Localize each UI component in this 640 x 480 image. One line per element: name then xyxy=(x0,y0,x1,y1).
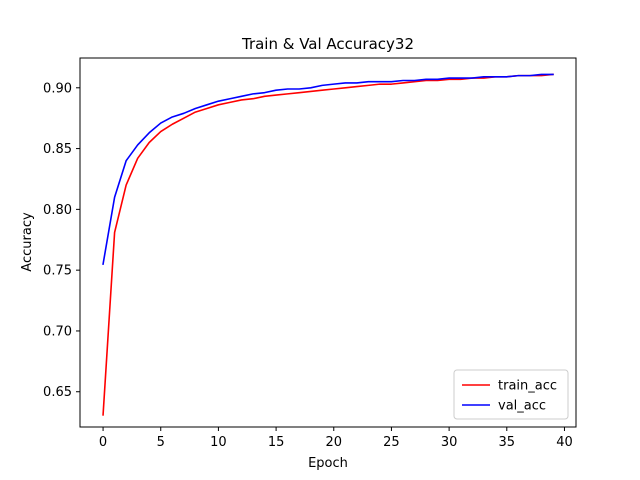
x-tick-label: 35 xyxy=(499,435,516,450)
y-tick-label: 0.85 xyxy=(43,142,72,157)
x-axis-title: Epoch xyxy=(308,456,348,471)
chart-title: Train & Val Accuracy32 xyxy=(241,35,414,53)
x-tick-label: 20 xyxy=(325,435,342,450)
x-tick-label: 10 xyxy=(210,435,227,450)
x-tick-label: 15 xyxy=(268,435,285,450)
x-tick-label: 25 xyxy=(383,435,400,450)
x-axis-ticks: 0 5 10 15 20 25 30 35 40 xyxy=(99,427,573,450)
y-axis-ticks: 0.65 0.70 0.75 0.80 0.85 0.90 xyxy=(43,81,80,400)
legend-label-val-acc: val_acc xyxy=(498,399,546,414)
legend-box xyxy=(453,369,569,420)
legend-label-train-acc: train_acc xyxy=(498,379,557,394)
plot-area: 0 5 10 15 20 25 30 35 40 0.65 0.70 0.75 0.80 0.85 0.9… xyxy=(43,57,577,450)
x-tick-label: 5 xyxy=(157,435,165,450)
y-tick-label: 0.80 xyxy=(43,203,72,218)
plot-background xyxy=(80,58,576,427)
plot-frame xyxy=(79,57,577,428)
x-tick-label: 0 xyxy=(99,435,107,450)
y-tick-label: 0.75 xyxy=(43,264,72,279)
y-tick-label: 0.90 xyxy=(43,81,72,96)
legend: train_acc val_acc xyxy=(453,369,569,420)
y-tick-label: 0.70 xyxy=(43,324,72,339)
series-layer xyxy=(102,73,554,416)
x-tick-label: 30 xyxy=(441,435,458,450)
series-line-val-acc xyxy=(102,73,554,266)
x-tick-label: 40 xyxy=(556,435,573,450)
y-tick-label: 0.65 xyxy=(43,385,72,400)
y-axis-title: Accuracy xyxy=(20,212,35,272)
